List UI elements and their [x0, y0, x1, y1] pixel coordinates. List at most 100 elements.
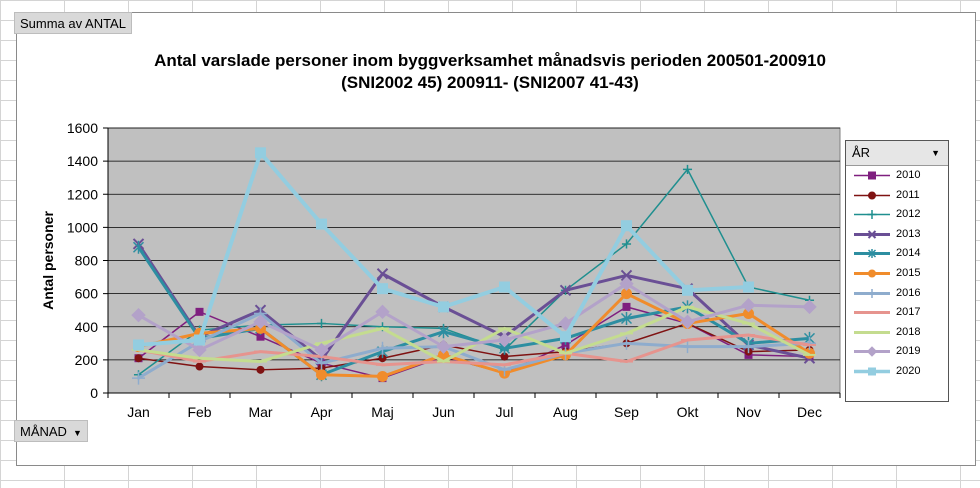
legend-swatch [854, 249, 890, 259]
legend-item-2011: 2011 [846, 186, 948, 206]
data-point [131, 307, 146, 323]
data-point [314, 342, 329, 358]
legend-swatch [854, 191, 890, 200]
data-point [315, 356, 328, 370]
legend-item-2010: 2010 [846, 166, 948, 186]
x-tick-label: Okt [677, 404, 699, 420]
legend-swatch [854, 171, 890, 180]
data-point [620, 336, 633, 350]
data-point [376, 341, 389, 355]
data-point [377, 370, 388, 382]
value-field-button[interactable]: Summa av ANTAL [14, 12, 132, 34]
data-point [132, 240, 145, 254]
y-tick-label: 1200 [67, 186, 98, 202]
data-point [316, 369, 327, 381]
legend-swatch [854, 367, 890, 376]
chart-title-line1: Antal varslade personer inom byggverksam… [154, 51, 826, 70]
legend-label: 2018 [896, 325, 921, 338]
series-field-label: ÅR [852, 145, 871, 160]
data-point [741, 298, 756, 313]
data-point [194, 334, 205, 346]
legend-swatch-marker [868, 191, 876, 200]
data-point [682, 284, 693, 296]
chart-title-line2: (SNI2002 45) 200911- (SNI2007 41-43) [341, 73, 639, 92]
y-tick-label: 200 [75, 352, 99, 368]
data-point [497, 332, 512, 348]
x-tick-label: Jul [496, 404, 514, 420]
x-tick-label: Maj [371, 404, 394, 420]
x-tick-label: Jan [127, 404, 150, 420]
legend-label: 2013 [896, 227, 921, 240]
legend-item-2019: 2019 [846, 342, 948, 362]
series-line [137, 243, 810, 362]
data-point [559, 284, 572, 297]
legend-swatch-marker [866, 346, 878, 358]
data-point [195, 307, 204, 316]
x-tick-label: Jun [432, 404, 455, 420]
series-field-button[interactable]: ÅR ▼ [846, 141, 948, 166]
data-point [621, 239, 632, 249]
x-tick-label: Mar [248, 404, 272, 420]
series-line [137, 282, 810, 352]
legend: ÅR ▼ 2010 2011 2012 2013 2014 2015 2016 2017 201… [845, 140, 949, 402]
legend-swatch [854, 269, 890, 278]
y-tick-label: 1400 [67, 153, 98, 169]
legend-item-2014: 2014 [846, 244, 948, 264]
legend-label: 2010 [896, 169, 921, 181]
legend-label: 2016 [896, 286, 921, 299]
data-point [560, 331, 571, 343]
category-field-label: MÅNAD [20, 424, 67, 439]
legend-swatch [854, 210, 890, 220]
legend-item-2013: 2013 [846, 225, 948, 245]
legend-swatch [854, 230, 890, 239]
dropdown-arrow-icon[interactable]: ▼ [931, 148, 940, 158]
legend-label: 2012 [896, 208, 921, 221]
data-point [377, 283, 388, 295]
data-point [134, 354, 143, 363]
y-tick-label: 0 [90, 385, 98, 401]
series-2019 [131, 276, 817, 358]
y-tick-label: 800 [75, 253, 99, 269]
legend-swatch [854, 330, 890, 334]
data-point [436, 339, 451, 354]
legend-label: 2019 [896, 345, 921, 358]
data-point [619, 276, 634, 291]
legend-swatch-marker [867, 249, 877, 259]
legend-swatch [854, 288, 890, 298]
legend-label: 2014 [896, 247, 921, 260]
series-line [138, 322, 810, 371]
legend-item-2016: 2016 [846, 284, 948, 304]
legend-swatch-marker [868, 269, 876, 278]
data-point [253, 314, 268, 329]
data-point [316, 218, 327, 230]
data-point [256, 365, 265, 374]
legend-swatch-marker [868, 367, 876, 376]
legend-item-2015: 2015 [846, 264, 948, 284]
data-point [622, 302, 631, 311]
data-point [802, 299, 817, 315]
category-field-button[interactable]: MÅNAD ▼ [14, 420, 88, 442]
legend-label: 2020 [896, 364, 921, 377]
data-point [742, 340, 755, 354]
y-tick-label: 400 [75, 319, 99, 335]
series-line [137, 312, 810, 380]
data-point [132, 371, 145, 385]
data-point [192, 342, 207, 358]
dropdown-arrow-icon[interactable]: ▼ [72, 427, 82, 438]
legend-item-2017: 2017 [846, 303, 948, 323]
x-tick-label: Aug [553, 404, 578, 420]
x-tick-label: Feb [187, 404, 211, 420]
data-point [681, 340, 694, 354]
chart-title: Antal varslade personer inom byggverksam… [40, 50, 940, 94]
x-tick-label: Nov [736, 404, 761, 420]
data-point [499, 281, 510, 293]
data-point [255, 147, 266, 159]
y-axis-title: Antal personer [40, 211, 56, 310]
series-line [138, 305, 811, 364]
data-point [620, 269, 633, 282]
x-tick-label: Dec [797, 404, 822, 420]
data-point [437, 325, 450, 339]
legend-items: 2010 2011 2012 2013 2014 2015 2016 2017 2018 2019… [846, 166, 948, 382]
series-2018 [132, 305, 816, 364]
data-point [195, 362, 204, 371]
